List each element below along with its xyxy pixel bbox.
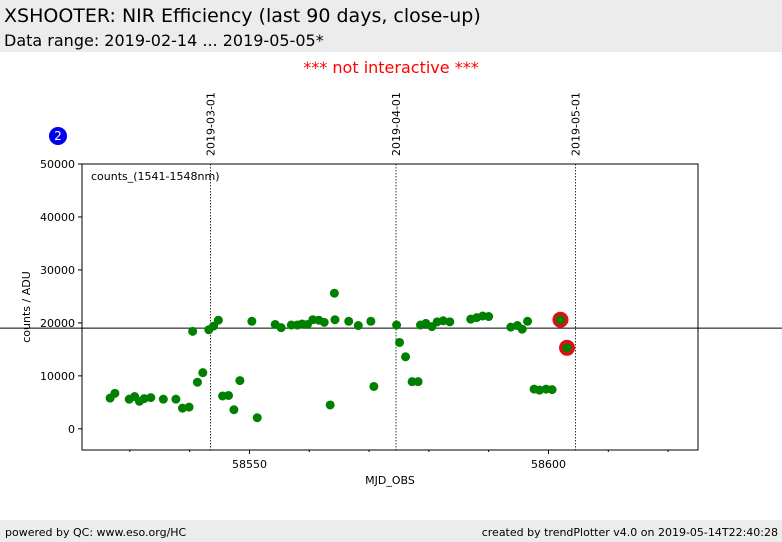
badge: 2 — [49, 127, 67, 145]
data-range-subtitle: Data range: 2019-02-14 ... 2019-05-05* — [4, 31, 324, 50]
highlighted-data-point — [562, 343, 572, 353]
data-point — [392, 320, 402, 330]
data-point — [213, 315, 223, 325]
data-point — [188, 326, 198, 336]
plot-frame — [81, 163, 699, 451]
data-point — [325, 400, 335, 410]
data-point — [247, 316, 257, 326]
data-point — [158, 394, 168, 404]
data-point — [445, 317, 455, 327]
x-tick-label: 58600 — [531, 458, 566, 471]
y-tick-label: 0 — [68, 423, 75, 436]
footer-bar: powered by QC: www.eso.org/HC created by… — [0, 520, 782, 542]
data-point — [401, 352, 411, 362]
date-marker-label: 2019-03-01 — [205, 92, 218, 156]
data-point — [184, 402, 194, 412]
data-point — [369, 381, 379, 391]
data-point — [276, 323, 286, 333]
x-tick-label: 58550 — [232, 458, 267, 471]
data-point — [235, 376, 245, 386]
badge-label: 2 — [54, 129, 62, 143]
data-point — [547, 385, 557, 395]
footer-powered-by: powered by QC: www.eso.org/HC — [5, 526, 187, 539]
data-point — [366, 316, 376, 326]
not-interactive-notice: *** not interactive *** — [303, 58, 479, 77]
data-point — [171, 394, 181, 404]
header-bar: XSHOOTER: NIR Efficiency (last 90 days, … — [0, 0, 782, 52]
y-tick-label: 50000 — [40, 158, 75, 171]
y-tick-label: 40000 — [40, 211, 75, 224]
data-point — [329, 288, 339, 298]
data-point — [330, 315, 340, 325]
data-point — [110, 388, 120, 398]
data-point — [192, 377, 202, 387]
data-point — [198, 368, 208, 378]
page-title: XSHOOTER: NIR Efficiency (last 90 days, … — [4, 5, 481, 27]
data-point — [353, 321, 363, 331]
data-point — [146, 393, 156, 403]
data-point — [252, 413, 262, 423]
data-point — [344, 316, 354, 326]
series-annotation: counts_(1541-1548nm) — [91, 170, 220, 183]
y-tick-label: 30000 — [40, 264, 75, 277]
data-point — [517, 324, 527, 334]
data-point — [395, 337, 405, 347]
data-point — [523, 316, 533, 326]
badge-circle — [49, 127, 67, 145]
data-point — [484, 312, 494, 322]
date-marker-label: 2019-05-01 — [569, 92, 582, 156]
highlighted-data-point — [555, 315, 565, 325]
date-marker-label: 2019-04-01 — [390, 92, 403, 156]
data-point — [319, 317, 329, 327]
y-tick-label: 20000 — [40, 317, 75, 330]
data-point — [224, 390, 234, 400]
x-axis-label: MJD_OBS — [365, 474, 415, 487]
data-point — [413, 377, 423, 387]
data-point — [229, 405, 239, 415]
footer-created-by: created by trendPlotter v4.0 on 2019-05-… — [481, 526, 778, 539]
y-tick-label: 10000 — [40, 370, 75, 383]
y-axis-label: counts / ADU — [20, 271, 33, 343]
